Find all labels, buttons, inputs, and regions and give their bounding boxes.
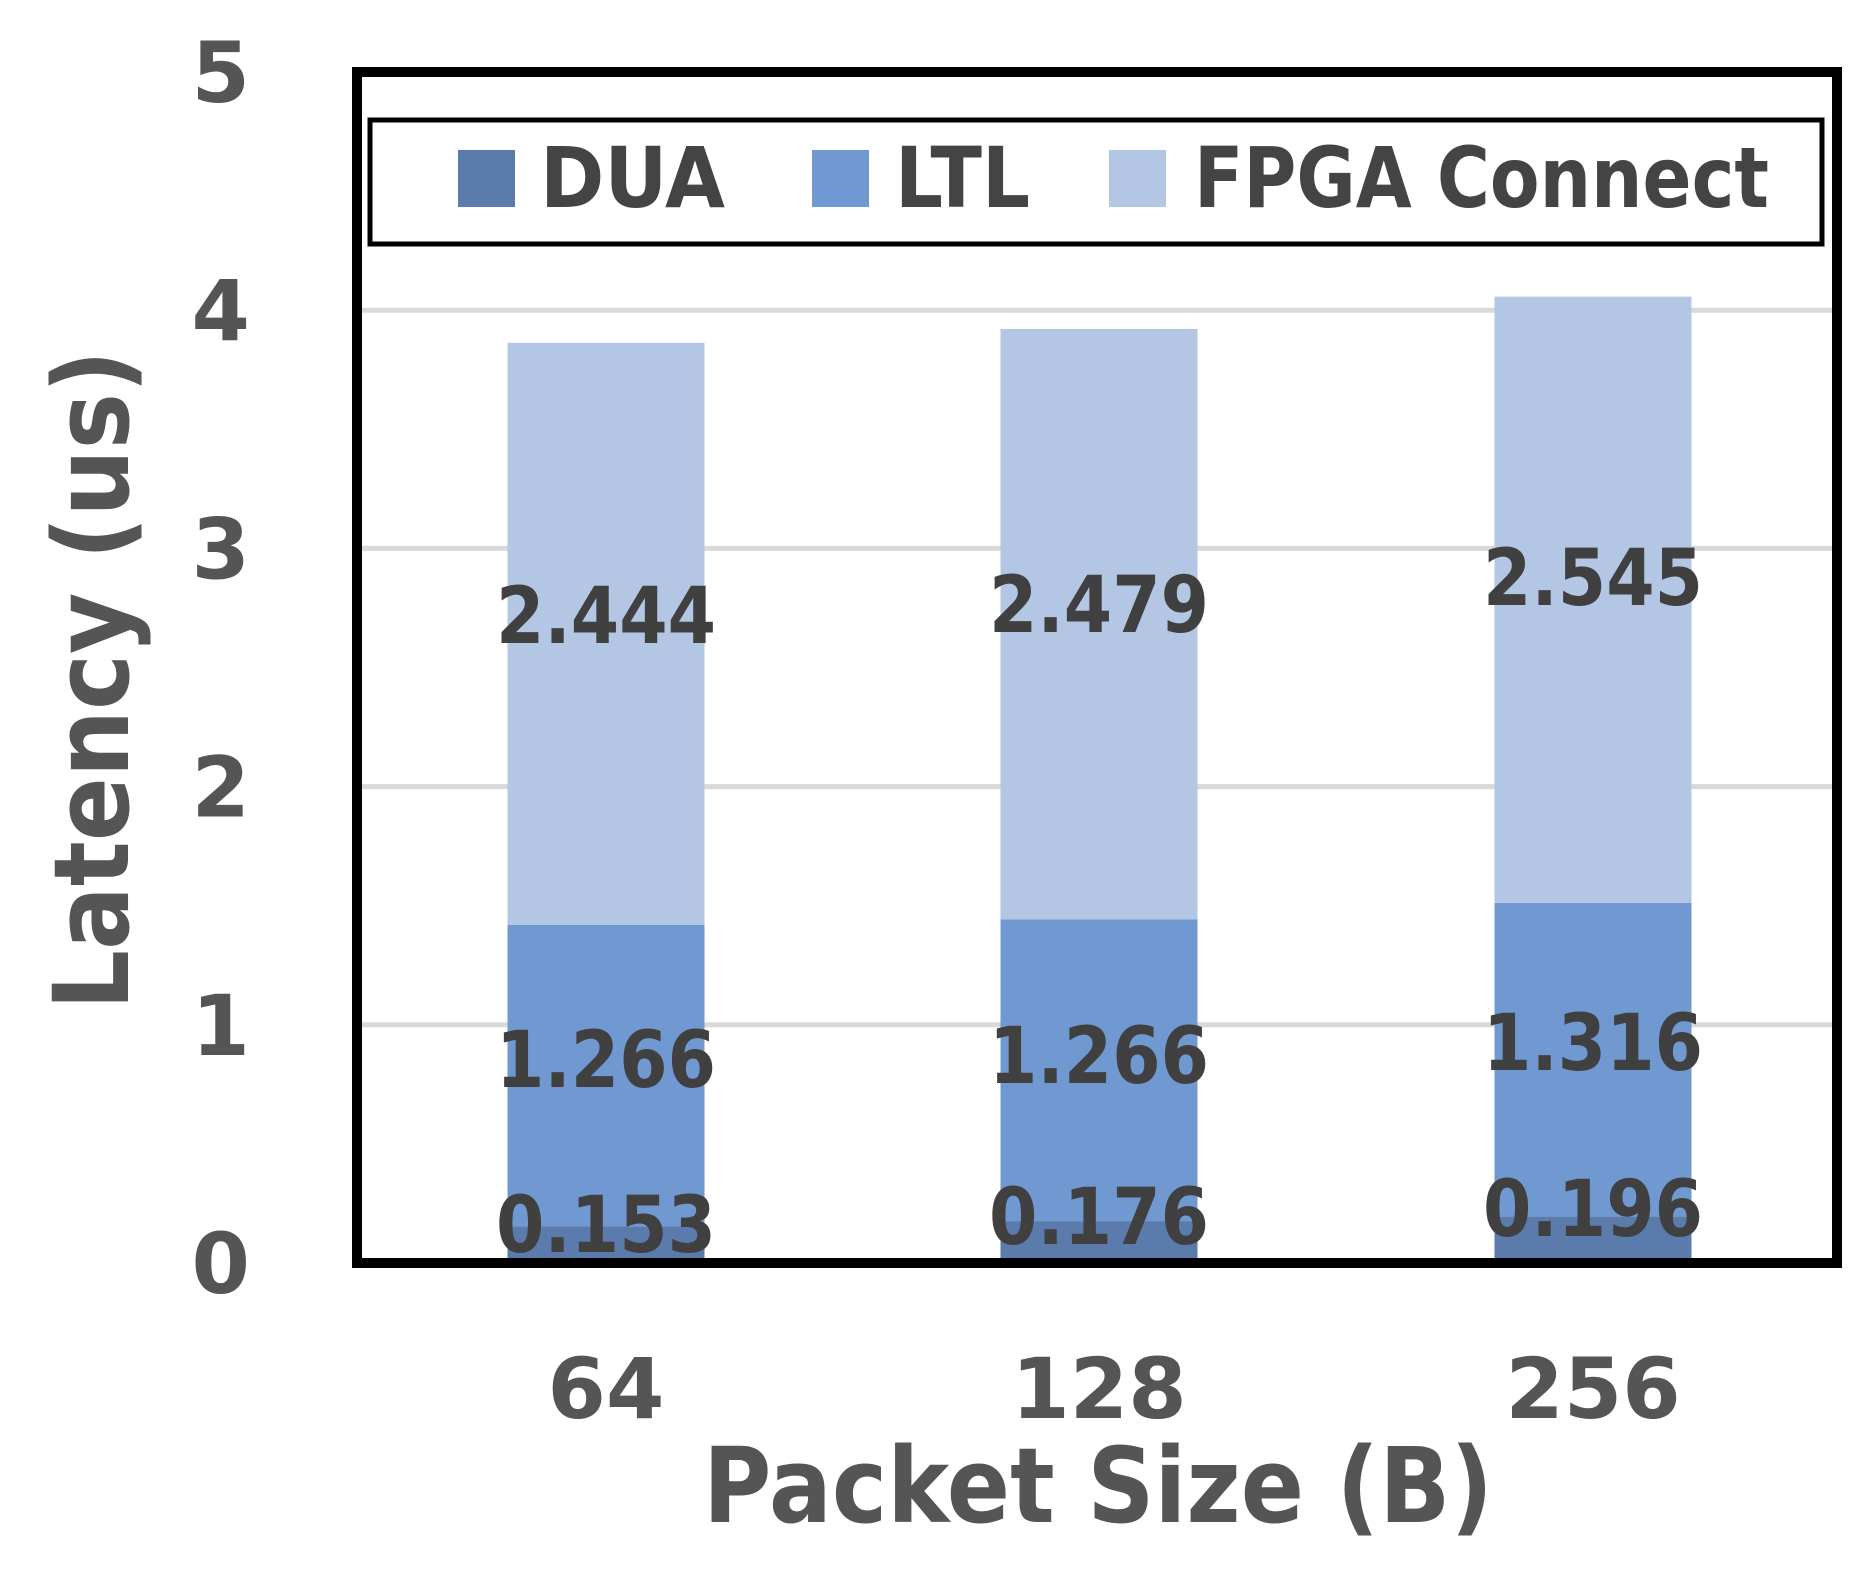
legend-label-fpga-connect: FPGA Connect (1194, 129, 1769, 227)
y-tick-1: 1 (192, 977, 250, 1075)
data-label-ltl-256: 1.316 (1483, 999, 1703, 1089)
x-axis-tick-labels: 64 128 256 (548, 1340, 1681, 1438)
y-tick-2: 2 (192, 739, 250, 837)
data-label-dua-256: 0.196 (1483, 1165, 1703, 1255)
y-tick-3: 3 (192, 500, 250, 598)
x-tick-128: 128 (1011, 1340, 1186, 1438)
legend-frame (367, 117, 1825, 247)
data-label-ltl-64: 1.266 (496, 1016, 716, 1106)
y-axis-title: Latency (us) (31, 350, 153, 1010)
x-tick-256: 256 (1505, 1340, 1680, 1438)
data-label-fpga-connect-128: 2.479 (989, 561, 1209, 651)
bar-ltl-256 (1494, 902, 1692, 1217)
data-label-dua-128: 0.176 (989, 1173, 1209, 1263)
legend: DUA LTL FPGA Connect (367, 117, 1825, 247)
legend-label-ltl: LTL (895, 129, 1030, 227)
y-tick-4: 4 (192, 262, 250, 360)
data-label-fpga-connect-64: 2.444 (496, 572, 716, 662)
data-label-ltl-128: 1.266 (989, 1012, 1209, 1102)
data-labels: 0.153 1.266 2.444 0.176 1.266 2.479 0.196 1.316… (496, 534, 1703, 1271)
legend-swatch-ltl (812, 150, 869, 207)
legend-swatch-dua (458, 150, 515, 207)
bar-fpga-connect-64 (507, 342, 705, 925)
legend-swatch-fpga-connect (1109, 150, 1166, 207)
bar-fpga-connect-128 (1000, 329, 1198, 920)
y-axis-tick-labels: 0 1 2 3 4 5 (192, 24, 250, 1313)
plot-frame (352, 67, 1842, 1268)
y-tick-0: 0 (192, 1215, 250, 1313)
bars (507, 296, 1692, 1263)
x-tick-64: 64 (548, 1340, 665, 1438)
bar-ltl-64 (507, 924, 705, 1227)
data-label-dua-64: 0.153 (496, 1181, 716, 1271)
bar-dua-64 (507, 1226, 705, 1263)
bar-ltl-128 (1000, 919, 1198, 1222)
x-axis-title: Packet Size (B) (703, 1425, 1493, 1547)
data-label-fpga-connect-256: 2.545 (1483, 534, 1703, 624)
y-tick-5: 5 (192, 24, 250, 122)
bar-dua-128 (1000, 1221, 1198, 1263)
bar-fpga-connect-256 (1494, 296, 1692, 903)
legend-label-dua: DUA (540, 129, 725, 227)
bar-dua-256 (1494, 1216, 1692, 1263)
